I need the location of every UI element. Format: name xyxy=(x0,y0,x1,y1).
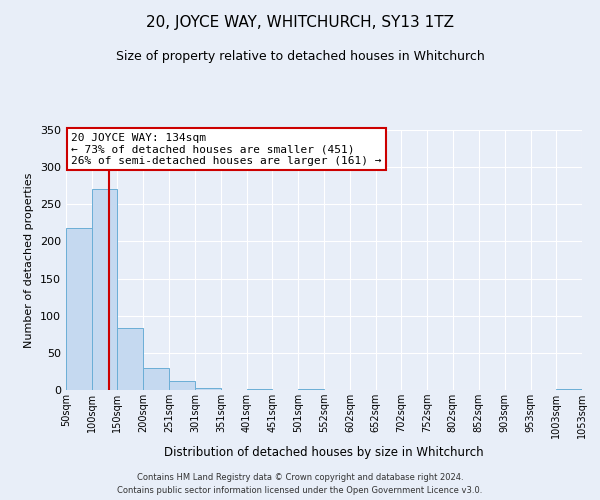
Bar xyxy=(169,381,195,390)
Bar xyxy=(66,228,92,390)
X-axis label: Distribution of detached houses by size in Whitchurch: Distribution of detached houses by size … xyxy=(164,446,484,460)
Bar xyxy=(92,188,118,390)
Bar xyxy=(247,388,272,390)
Bar xyxy=(143,368,169,390)
Bar xyxy=(118,328,143,390)
Text: 20 JOYCE WAY: 134sqm
← 73% of detached houses are smaller (451)
26% of semi-deta: 20 JOYCE WAY: 134sqm ← 73% of detached h… xyxy=(71,132,382,166)
Text: 20, JOYCE WAY, WHITCHURCH, SY13 1TZ: 20, JOYCE WAY, WHITCHURCH, SY13 1TZ xyxy=(146,15,454,30)
Text: Size of property relative to detached houses in Whitchurch: Size of property relative to detached ho… xyxy=(116,50,484,63)
Bar xyxy=(556,388,582,390)
Bar xyxy=(195,388,221,390)
Text: Contains HM Land Registry data © Crown copyright and database right 2024.
Contai: Contains HM Land Registry data © Crown c… xyxy=(118,474,482,495)
Y-axis label: Number of detached properties: Number of detached properties xyxy=(25,172,34,348)
